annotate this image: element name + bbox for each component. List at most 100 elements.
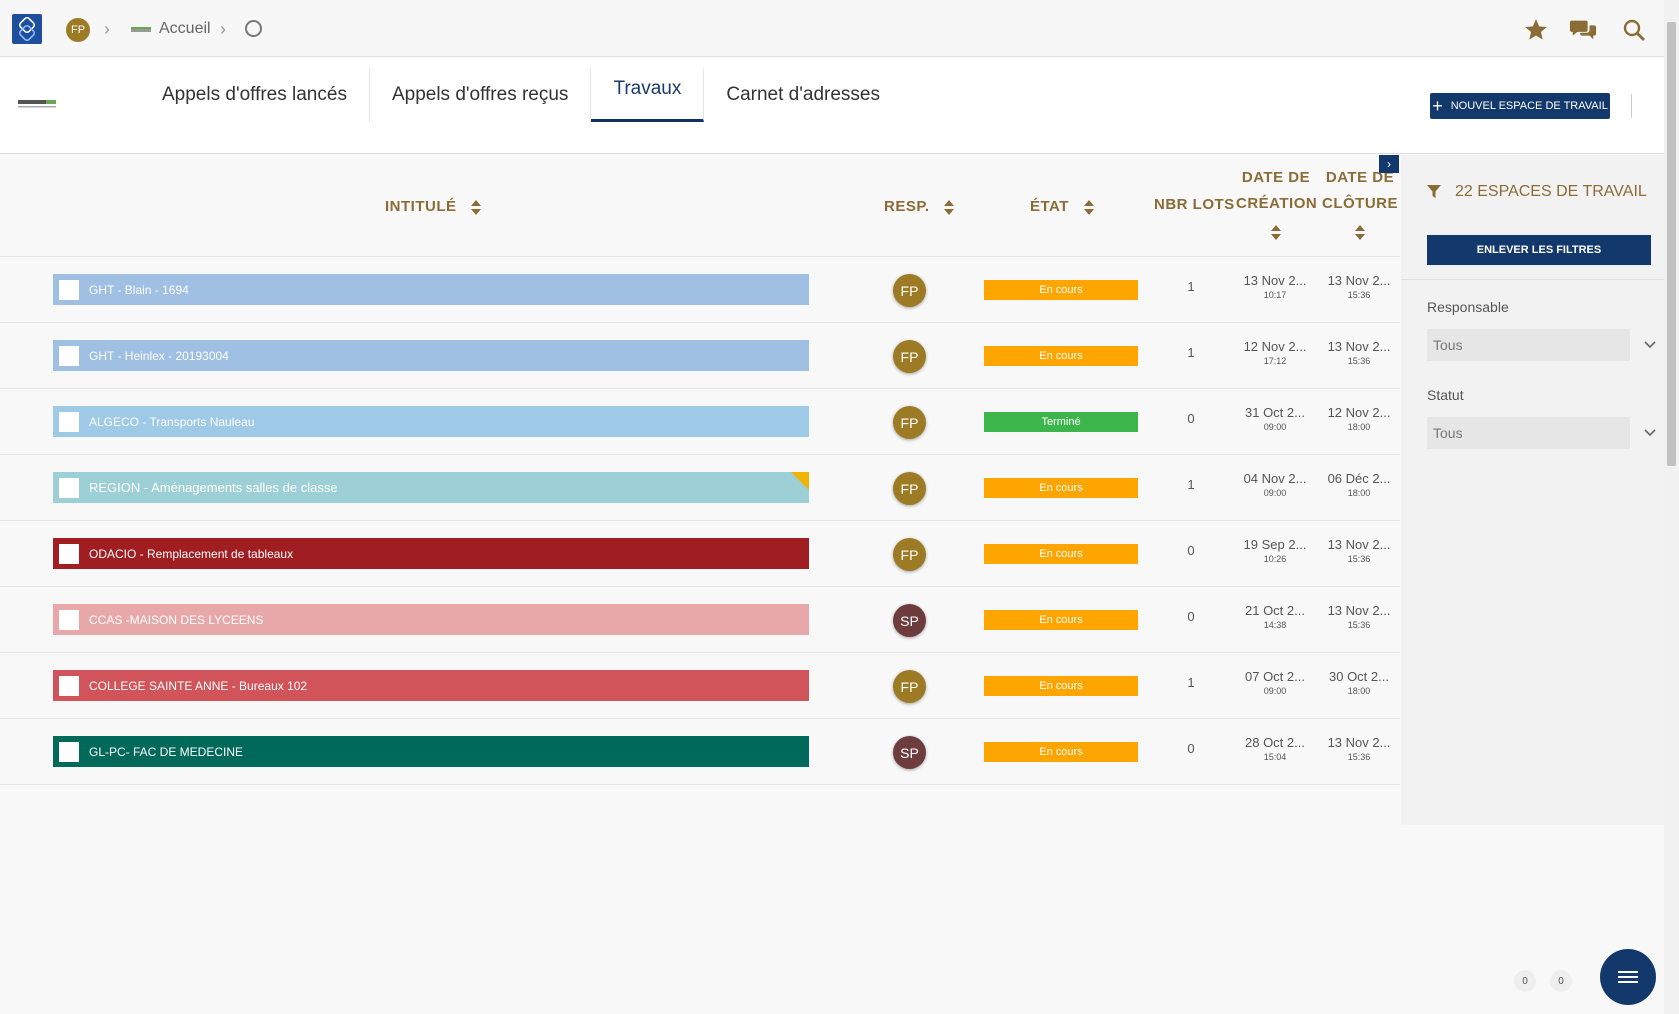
workspace-title: ODACIO - Remplacement de tableaux xyxy=(89,546,294,561)
workspace-title: COLLEGE SAINTE ANNE - Bureaux 102 xyxy=(89,678,308,693)
responsible-avatar[interactable]: SP xyxy=(893,604,926,637)
closed-date: 06 Déc 2... xyxy=(1327,471,1391,486)
responsible-avatar[interactable]: SP xyxy=(893,736,926,769)
chevron-down-icon[interactable] xyxy=(1644,427,1656,439)
responsible-avatar[interactable]: FP xyxy=(893,406,926,439)
filter-icon[interactable] xyxy=(1427,185,1441,199)
filter-responsable-select[interactable]: Tous xyxy=(1427,329,1630,361)
table-row[interactable]: REGION - Aménagements salles de classe FP… xyxy=(0,455,1400,521)
responsible-avatar[interactable]: FP xyxy=(893,274,926,307)
created-date-cell: 04 Nov 2... 09:00 xyxy=(1240,471,1310,498)
workspaces-table: INTITULÉ RESP. ÉTAT NBR LOTS DATE DE CRÉ… xyxy=(0,155,1400,975)
column-title-label: INTITULÉ xyxy=(385,198,457,215)
workspace-title-bar[interactable]: ODACIO - Remplacement de tableaux xyxy=(53,538,809,569)
responsible-avatar[interactable]: FP xyxy=(893,538,926,571)
workspace-title-bar[interactable]: COLLEGE SAINTE ANNE - Bureaux 102 xyxy=(53,670,809,701)
closed-date: 13 Nov 2... xyxy=(1327,273,1391,288)
column-closed-header[interactable]: DATE DE CLÔTURE xyxy=(1320,165,1400,243)
company-mini-logo xyxy=(131,27,151,32)
workspace-count: 22 ESPACES DE TRAVAIL xyxy=(1455,183,1647,200)
table-row[interactable]: GHT - Heinlex - 20193004 FP En cours 1 12 No… xyxy=(0,323,1400,389)
table-row[interactable]: COLLEGE SAINTE ANNE - Bureaux 102 FP En co… xyxy=(0,653,1400,719)
workspace-title-bar[interactable]: ALGECO - Transports Nauleau xyxy=(53,406,809,437)
tab-appels-offres-lances[interactable]: Appels d'offres lancés xyxy=(140,68,370,122)
responsible-avatar[interactable]: FP xyxy=(893,340,926,373)
tab-carnet-adresses[interactable]: Carnet d'adresses xyxy=(726,84,880,105)
closed-time: 15:36 xyxy=(1347,356,1371,366)
scrollbar-thumb[interactable] xyxy=(1667,22,1676,466)
table-row[interactable]: CCAS -MAISON DES LYCEENS SP En cours 0 21 Oc… xyxy=(0,587,1400,653)
workspace-logo-icon xyxy=(59,477,79,498)
closed-time: 15:36 xyxy=(1347,554,1371,564)
responsible-avatar[interactable]: FP xyxy=(893,670,926,703)
plus-icon: + xyxy=(1432,96,1443,116)
star-icon[interactable] xyxy=(1522,16,1550,44)
status-badge: En cours xyxy=(984,610,1138,630)
closed-date-cell: 13 Nov 2... 15:36 xyxy=(1324,603,1394,630)
table-row[interactable]: ALGECO - Transports Nauleau FP Terminé 0 31 … xyxy=(0,389,1400,455)
main-tabs: Appels d'offres lancés Appels d'offres r… xyxy=(140,58,902,122)
workspace-title-bar[interactable]: REGION - Aménagements salles de classe xyxy=(53,472,809,503)
closed-time: 15:36 xyxy=(1347,620,1371,630)
closed-date: 30 Oct 2... xyxy=(1329,669,1389,684)
page-scrollbar[interactable] xyxy=(1664,0,1679,1014)
sort-icon[interactable] xyxy=(471,197,482,218)
clear-filters-button[interactable]: ENLEVER LES FILTRES xyxy=(1427,235,1651,265)
message-counter[interactable]: 0 xyxy=(1550,970,1572,992)
tab-travaux[interactable]: Travaux xyxy=(591,68,705,122)
closed-time: 18:00 xyxy=(1347,686,1371,696)
created-date-cell: 07 Oct 2... 09:00 xyxy=(1240,669,1310,696)
sort-icon[interactable] xyxy=(1083,197,1094,218)
sort-icon[interactable] xyxy=(1355,222,1365,243)
lots-count: 0 xyxy=(1187,543,1195,558)
table-row[interactable]: GHT - Blain - 1694 FP En cours 1 13 Nov 2...… xyxy=(0,257,1400,323)
closed-date: 13 Nov 2... xyxy=(1327,537,1391,552)
column-resp-header[interactable]: RESP. xyxy=(884,194,955,220)
created-time: 14:38 xyxy=(1263,620,1287,630)
sort-icon[interactable] xyxy=(1271,222,1281,243)
status-badge: En cours xyxy=(984,676,1138,696)
closed-date-cell: 13 Nov 2... 15:36 xyxy=(1324,273,1394,300)
column-title-header[interactable]: INTITULÉ xyxy=(385,194,482,220)
created-time: 10:26 xyxy=(1263,554,1287,564)
app-logo[interactable] xyxy=(12,14,42,44)
created-time: 17:12 xyxy=(1263,356,1287,366)
workspace-logo-icon xyxy=(59,741,79,762)
sort-icon[interactable] xyxy=(944,197,955,218)
filter-statut-select[interactable]: Tous xyxy=(1427,417,1630,449)
column-state-header[interactable]: ÉTAT xyxy=(1030,194,1094,220)
breadcrumb-home[interactable]: Accueil xyxy=(159,20,211,37)
top-bar: FP › Accueil › xyxy=(0,0,1664,57)
created-time: 15:04 xyxy=(1263,752,1287,762)
created-date-cell: 12 Nov 2... 17:12 xyxy=(1240,339,1310,366)
workspace-title-bar[interactable]: GHT - Blain - 1694 xyxy=(53,274,809,305)
tab-appels-offres-recus[interactable]: Appels d'offres reçus xyxy=(370,68,592,122)
menu-fab-button[interactable] xyxy=(1600,949,1656,1005)
closed-date: 13 Nov 2... xyxy=(1327,735,1391,750)
workspace-logo-icon xyxy=(59,675,79,696)
new-workspace-button[interactable]: + NOUVEL ESPACE DE TRAVAIL xyxy=(1430,93,1610,119)
notification-counter[interactable]: 0 xyxy=(1514,970,1536,992)
column-created-header[interactable]: DATE DE CRÉATION xyxy=(1236,165,1318,243)
responsible-avatar[interactable]: FP xyxy=(893,472,926,505)
workspace-title-bar[interactable]: GL-PC- FAC DE MEDECINE xyxy=(53,736,809,767)
closed-date: 13 Nov 2... xyxy=(1327,339,1391,354)
chevron-right-icon[interactable]: › xyxy=(1379,155,1399,173)
workspace-title-bar[interactable]: GHT - Heinlex - 20193004 xyxy=(53,340,809,371)
search-icon[interactable] xyxy=(1620,16,1648,44)
chevron-down-icon[interactable] xyxy=(1644,339,1656,351)
column-created-label-1: DATE DE xyxy=(1241,169,1311,186)
workspace-title-bar[interactable]: CCAS -MAISON DES LYCEENS xyxy=(53,604,809,635)
created-date: 04 Nov 2... xyxy=(1243,471,1307,486)
column-state-label: ÉTAT xyxy=(1030,198,1069,215)
created-date-cell: 21 Oct 2... 14:38 xyxy=(1240,603,1310,630)
column-created-label-2: CRÉATION xyxy=(1236,195,1318,212)
new-workspace-label: NOUVEL ESPACE DE TRAVAIL xyxy=(1450,100,1608,112)
lots-count: 1 xyxy=(1187,279,1195,294)
created-date: 07 Oct 2... xyxy=(1245,669,1305,684)
created-time: 09:00 xyxy=(1263,422,1287,432)
chat-icon[interactable] xyxy=(1569,16,1597,44)
user-avatar[interactable]: FP xyxy=(66,18,90,42)
table-row[interactable]: ODACIO - Remplacement de tableaux FP En co… xyxy=(0,521,1400,587)
table-row[interactable]: GL-PC- FAC DE MEDECINE SP En cours 0 28 Oct … xyxy=(0,719,1400,785)
